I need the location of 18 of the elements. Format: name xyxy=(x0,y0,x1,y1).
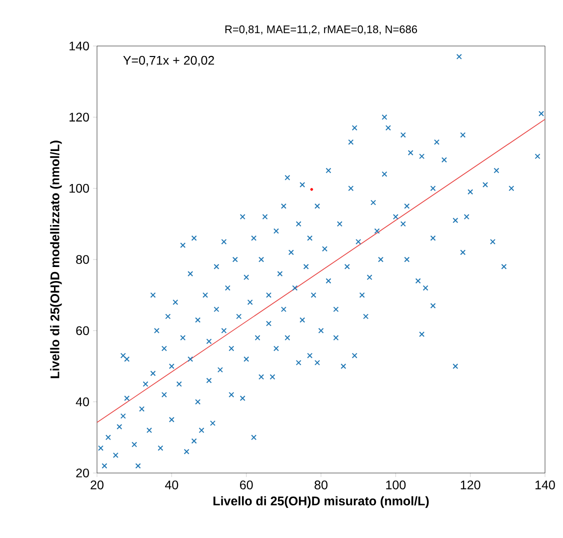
annotation: Y=0,71x + 20,02 xyxy=(123,56,214,66)
x-axis-title: Livello di 25(OH)D misurato (nmol/L) xyxy=(214,496,429,508)
y-axis-title: Livello di 25(OH)D modellizzato (nmol/L) xyxy=(50,140,62,378)
x-tick-label: 40 xyxy=(165,480,178,490)
chart-title: R=0,81, MAE=11,2, rMAE=0,18, N=686 xyxy=(225,25,418,34)
y-tick-label: 100 xyxy=(70,184,89,193)
y-tick-label: 40 xyxy=(76,397,89,406)
y-tick-label: 120 xyxy=(70,112,89,122)
y-tick-label: 20 xyxy=(76,468,89,478)
y-tick-label: 140 xyxy=(70,42,89,50)
x-tick-label: 120 xyxy=(460,480,480,490)
x-tick-label: 20 xyxy=(90,480,104,490)
x-tick-label: 140 xyxy=(536,480,555,490)
y-tick-label: 80 xyxy=(76,255,89,264)
x-tick-label: 100 xyxy=(386,480,406,490)
y-tick-label: 60 xyxy=(76,326,89,336)
x-tick-label: 80 xyxy=(314,480,328,490)
x-tick-label: 60 xyxy=(240,480,253,490)
